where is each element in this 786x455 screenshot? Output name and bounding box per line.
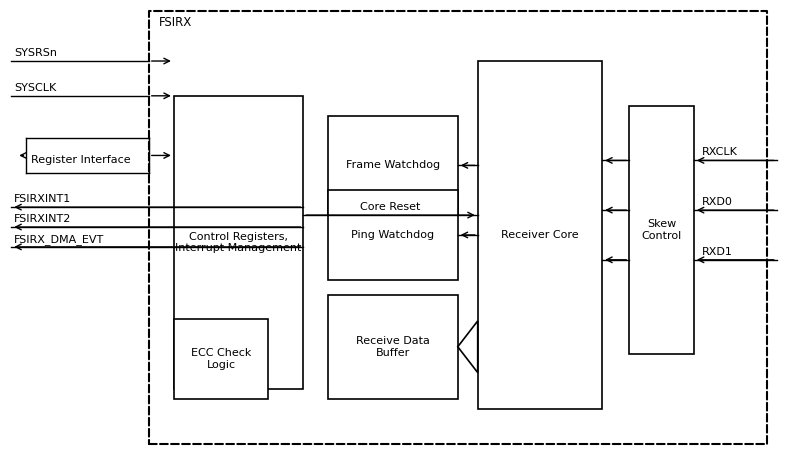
Bar (174, 96, 303, 389)
Bar (329, 190, 457, 280)
Text: Ping Watchdog: Ping Watchdog (351, 230, 435, 240)
Text: FSIRX_DMA_EVT: FSIRX_DMA_EVT (14, 234, 105, 245)
Bar (478, 61, 602, 409)
Text: Skew
Control: Skew Control (641, 219, 681, 241)
Text: FSIRX: FSIRX (159, 16, 192, 29)
Bar (149, 11, 766, 444)
Text: SYSCLK: SYSCLK (14, 83, 57, 93)
Text: RXCLK: RXCLK (702, 147, 738, 157)
Text: Control Registers,
Interrupt Management: Control Registers, Interrupt Management (175, 232, 302, 253)
Bar (329, 116, 457, 215)
Text: Receiver Core: Receiver Core (501, 230, 578, 240)
Text: Frame Watchdog: Frame Watchdog (346, 160, 440, 170)
Text: RXD0: RXD0 (702, 197, 733, 207)
Bar (329, 294, 457, 399)
Text: Core Reset: Core Reset (360, 202, 421, 212)
Text: FSIRXINT1: FSIRXINT1 (14, 194, 72, 204)
Text: RXD1: RXD1 (702, 247, 733, 257)
Bar (174, 319, 269, 399)
Text: Register Interface: Register Interface (31, 156, 131, 166)
Text: FSIRXINT2: FSIRXINT2 (14, 214, 72, 224)
Bar (629, 106, 694, 354)
Text: SYSRSn: SYSRSn (14, 48, 57, 58)
Text: Receive Data
Buffer: Receive Data Buffer (356, 336, 430, 358)
Text: ECC Check
Logic: ECC Check Logic (191, 349, 252, 370)
